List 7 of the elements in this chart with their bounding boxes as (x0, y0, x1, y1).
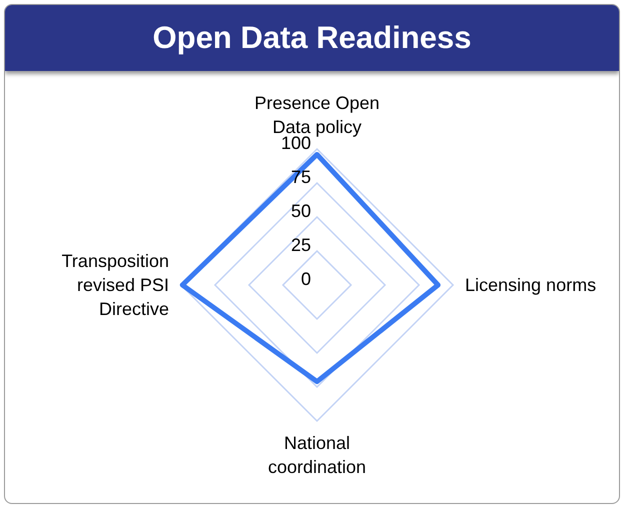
y-tick-label: 25 (290, 235, 311, 255)
spoke-label: Transposition revised PSI Directive (62, 251, 169, 319)
spoke-label: National coordination (268, 433, 366, 477)
y-tick-label: 0 (300, 269, 311, 289)
chart-title: Open Data Readiness (5, 5, 619, 71)
y-tick-label: 50 (290, 201, 311, 221)
spoke-label: Licensing norms (465, 275, 596, 295)
